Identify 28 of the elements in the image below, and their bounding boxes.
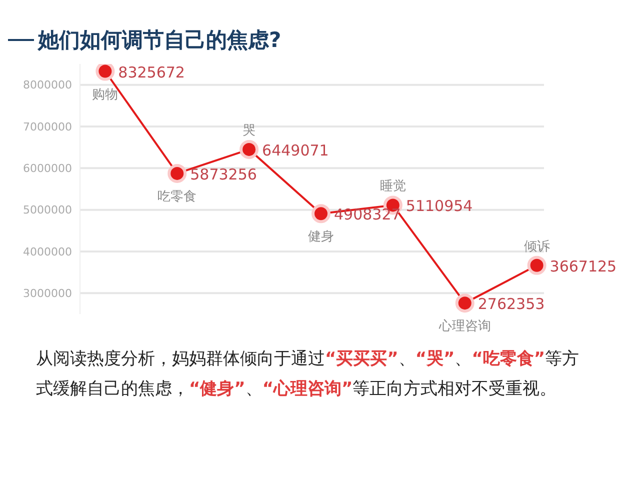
text: 从阅读热度分析，妈妈群体倾向于通过“买买买”、“哭”、“吃零食”等方式缓解自己的焦虑，“健身”、“心理咨询”等正向方式相对不受重视。 xyxy=(36,349,580,399)
x-tick-label: 倾诉 xyxy=(524,239,550,254)
data-label: 6449071 xyxy=(262,141,329,160)
data-label: 8325672 xyxy=(118,63,185,82)
x-tick-label: 心理咨询 xyxy=(438,318,491,334)
x-tick-label: 健身 xyxy=(308,230,334,245)
chart-title: 她们如何调节自己的焦虑? xyxy=(38,27,282,54)
point xyxy=(168,164,187,183)
y-tick-label: 3000000 xyxy=(23,287,72,300)
x-tick-label: 吃零食 xyxy=(158,189,197,204)
point xyxy=(311,204,330,224)
data-label: 2762353 xyxy=(478,295,545,314)
data-label: 4908327 xyxy=(334,206,401,224)
y-tick-label: 7000000 xyxy=(23,120,72,134)
y-tick-label: 4000000 xyxy=(23,245,72,258)
y-tick-label: 5000000 xyxy=(23,204,72,217)
x-tick-label: 购物 xyxy=(92,87,118,102)
y-tick-label: 8000000 xyxy=(23,78,72,92)
point xyxy=(455,294,474,313)
x-tick-label: 哭 xyxy=(242,123,256,138)
point xyxy=(96,64,115,81)
x-tick-label: 睡觉 xyxy=(380,179,406,194)
point xyxy=(527,256,546,275)
data-label: 5110954 xyxy=(406,197,473,216)
data-label: 3667125 xyxy=(550,257,617,276)
point xyxy=(240,140,259,159)
data-label: 5873256 xyxy=(190,165,257,184)
y-tick-label: 6000000 xyxy=(23,162,72,176)
